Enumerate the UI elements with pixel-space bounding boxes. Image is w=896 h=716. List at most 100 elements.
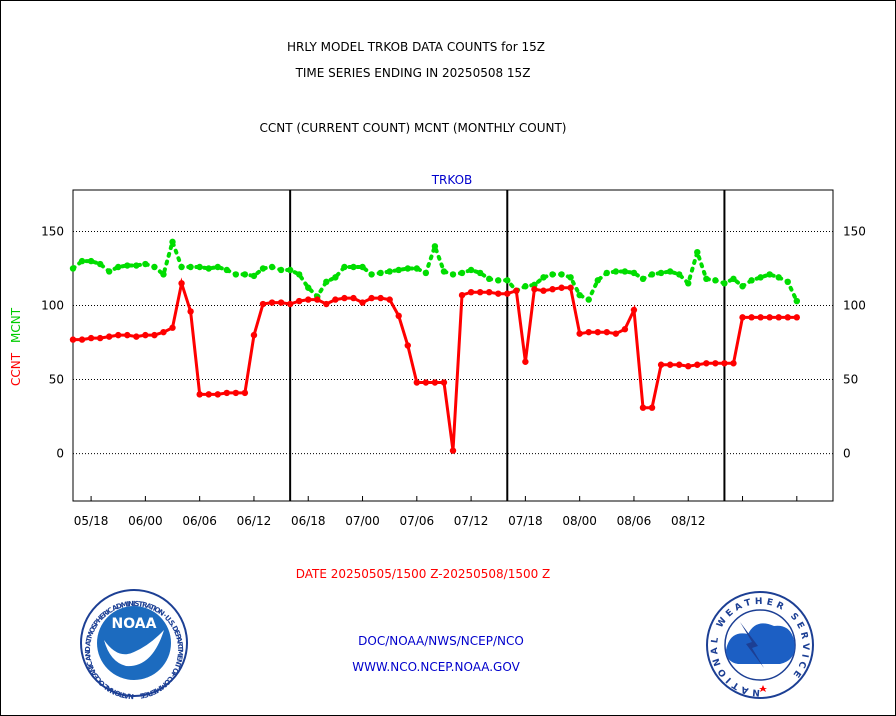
data-point-mcnt <box>78 257 86 265</box>
data-point-ccnt <box>775 314 782 321</box>
data-point-ccnt <box>485 288 493 296</box>
data-point-mcnt <box>666 268 674 275</box>
y-tick-labels-right: 0 50 100 150 <box>843 224 866 460</box>
data-point-mcnt <box>422 269 430 277</box>
data-point-ccnt <box>187 308 194 315</box>
nws-logo: NATIONAL WEATHER SERVICE <box>706 591 814 699</box>
data-point-mcnt <box>458 269 466 277</box>
data-point-ccnt <box>78 336 86 343</box>
data-point-mcnt <box>504 277 511 284</box>
data-point-mcnt <box>730 275 737 283</box>
data-point-ccnt <box>96 334 104 342</box>
data-point-ccnt <box>567 284 574 291</box>
x-tick-label: 07/00 <box>345 514 380 528</box>
data-point-ccnt <box>151 331 158 339</box>
data-point-ccnt <box>594 328 601 336</box>
data-point-mcnt <box>232 271 240 278</box>
data-point-ccnt <box>522 358 529 365</box>
data-point-ccnt <box>648 404 656 411</box>
data-point-mcnt <box>549 271 556 278</box>
data-point-mcnt <box>277 266 285 274</box>
link-doc-noaa[interactable]: DOC/NOAA/NWS/NCEP/NCO <box>358 634 524 648</box>
y-tick-label-right: 50 <box>843 373 858 387</box>
data-point-mcnt <box>386 268 393 275</box>
data-point-ccnt <box>666 361 674 368</box>
data-point-ccnt <box>721 360 728 367</box>
data-point-ccnt <box>639 404 647 411</box>
data-point-mcnt <box>151 263 158 271</box>
x-tick-label: 07/06 <box>400 514 435 528</box>
chart-subtitle: CCNT (CURRENT COUNT) MCNT (MONTHLY COUNT… <box>259 121 566 135</box>
x-axis-ticks: 05/18 06/00 06/06 06/12 06/18 07/00 07/06 07/12… <box>74 496 798 528</box>
data-point-mcnt <box>169 238 176 246</box>
data-point-mcnt <box>784 278 791 286</box>
data-point-mcnt <box>775 274 782 281</box>
data-point-mcnt <box>359 263 366 271</box>
data-point-ccnt <box>323 300 330 308</box>
data-point-mcnt <box>377 269 384 277</box>
data-point-ccnt <box>232 389 240 397</box>
data-point-ccnt <box>305 296 312 303</box>
data-point-mcnt <box>133 262 140 269</box>
data-point-ccnt <box>549 286 556 293</box>
y-tick-label-left: 100 <box>41 299 64 313</box>
chart-title-line2: TIME SERIES ENDING IN 20250508 15Z <box>295 66 531 80</box>
data-point-mcnt <box>96 260 104 268</box>
data-point-ccnt <box>332 296 339 303</box>
data-point-ccnt <box>142 331 149 339</box>
data-point-mcnt <box>160 271 167 278</box>
data-point-mcnt <box>703 275 710 283</box>
data-point-mcnt <box>476 269 484 277</box>
data-point-ccnt <box>87 334 95 342</box>
data-point-ccnt <box>241 389 249 397</box>
x-tick-label: 06/18 <box>291 514 326 528</box>
data-point-ccnt <box>784 314 791 321</box>
data-point-ccnt <box>359 299 366 306</box>
data-point-mcnt <box>268 263 276 271</box>
data-point-mcnt <box>178 263 185 271</box>
data-point-mcnt <box>467 266 475 274</box>
data-point-mcnt <box>404 265 411 272</box>
data-point-ccnt <box>712 360 719 367</box>
data-point-mcnt <box>196 263 203 271</box>
link-nco-website[interactable]: WWW.NCO.NCEP.NOAA.GOV <box>352 660 520 674</box>
x-tick-label: 06/06 <box>182 514 217 528</box>
data-point-mcnt <box>332 274 339 281</box>
data-point-ccnt <box>531 286 538 293</box>
data-point-mcnt <box>305 284 312 291</box>
data-point-ccnt <box>621 326 629 333</box>
data-point-ccnt <box>685 363 692 370</box>
plot-title: TRKOB <box>431 173 473 187</box>
x-tick-label: 07/18 <box>508 514 543 528</box>
data-point-ccnt <box>105 333 113 340</box>
data-point-mcnt <box>766 271 773 278</box>
x-tick-label: 06/12 <box>237 514 272 528</box>
data-point-ccnt <box>386 296 393 303</box>
data-point-ccnt <box>585 328 592 336</box>
y-tick-label-left: 0 <box>56 447 64 461</box>
data-point-mcnt <box>142 260 149 268</box>
data-point-ccnt <box>703 360 710 367</box>
data-point-ccnt <box>214 391 221 398</box>
data-point-mcnt <box>603 269 611 277</box>
data-point-mcnt <box>739 283 746 290</box>
noaa-logo-text: NOAA <box>112 616 157 632</box>
data-point-mcnt <box>576 291 583 299</box>
x-tick-label: 08/06 <box>617 514 652 528</box>
data-point-ccnt <box>286 300 294 308</box>
data-point-mcnt <box>449 271 457 278</box>
data-point-ccnt <box>377 294 384 302</box>
day-dividers <box>289 190 726 501</box>
data-point-mcnt <box>250 272 258 280</box>
data-point-ccnt <box>160 328 167 336</box>
data-point-mcnt <box>241 271 249 278</box>
data-point-ccnt <box>205 391 212 398</box>
data-point-mcnt <box>69 265 77 272</box>
series-line-mcnt <box>71 235 799 304</box>
data-point-mcnt <box>323 278 330 286</box>
data-point-ccnt <box>766 314 773 321</box>
data-point-ccnt <box>495 290 502 297</box>
data-point-ccnt <box>657 361 665 368</box>
data-point-mcnt <box>223 266 231 274</box>
